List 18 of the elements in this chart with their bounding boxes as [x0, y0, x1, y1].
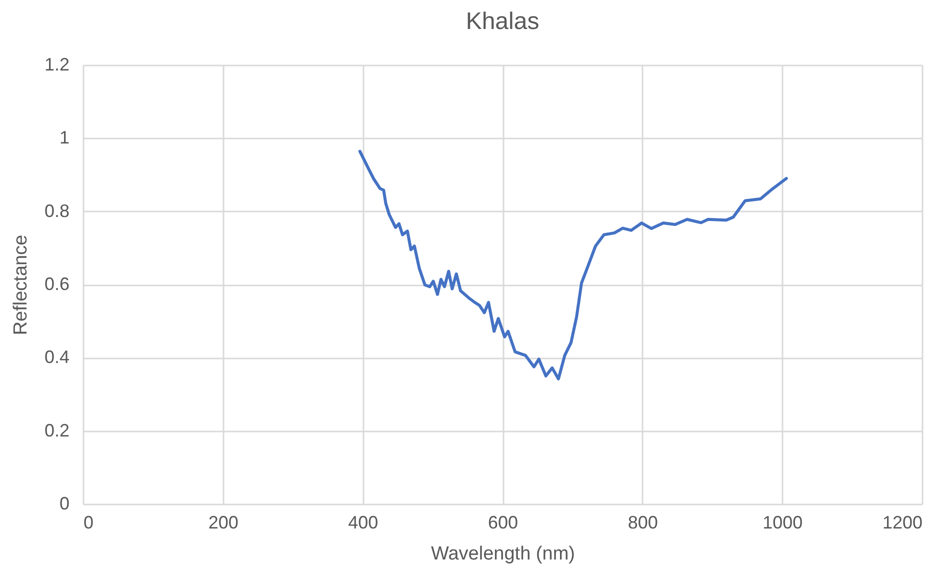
x-tick-label: 0: [84, 512, 94, 532]
line-series: [358, 150, 788, 380]
y-tick-label: 0.4: [44, 347, 70, 368]
x-tick-label: 800: [628, 512, 658, 532]
x-tick-label: 1000: [762, 512, 803, 532]
x-tick-label: 200: [208, 512, 238, 532]
x-tick-label: 1200: [882, 512, 922, 532]
y-tick-label: 1.2: [44, 54, 70, 74]
y-tick-label: 0.2: [44, 420, 70, 440]
chart-title: Khalas: [466, 8, 540, 35]
y-axis-title: Reflectance: [10, 234, 32, 336]
y-tick-label: 0.6: [44, 274, 70, 294]
y-tick-label: 0.8: [44, 200, 70, 221]
x-axis-title: Wavelength (nm): [431, 544, 575, 564]
x-tick-label: 400: [348, 512, 378, 532]
x-tick-label: 600: [488, 512, 518, 532]
y-tick-label: 0: [59, 494, 70, 514]
y-tick-label: 1: [59, 128, 70, 148]
